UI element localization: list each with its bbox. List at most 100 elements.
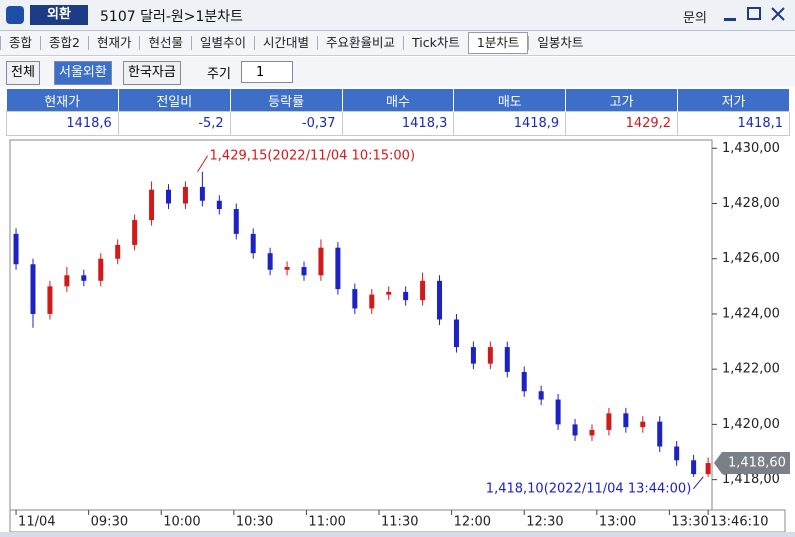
title-bar: 외환 5107 달러-원>1분차트 문의	[0, 0, 795, 31]
tab[interactable]: Tick차트	[403, 36, 468, 50]
tab[interactable]: 1분차트	[467, 32, 529, 54]
table-header: 고가	[565, 89, 679, 112]
y-tick-label: 1,428,00	[722, 196, 780, 211]
table-header: 저가	[677, 89, 790, 112]
y-tick-label: 1,420,00	[722, 417, 780, 432]
x-tick-label: 11:00	[308, 515, 345, 530]
x-tick-label: 11:30	[381, 515, 418, 530]
period-label: 주기	[207, 67, 231, 82]
y-tick-label: 1,422,00	[722, 362, 780, 377]
candle-body	[98, 258, 104, 281]
scrollbar	[0, 532, 795, 537]
candle-body	[369, 294, 375, 309]
table-cell: 1418,1	[677, 111, 790, 136]
tab[interactable]: 현재가	[87, 36, 140, 50]
tab[interactable]: 일봉차트	[528, 36, 591, 50]
candle-body	[521, 371, 527, 392]
x-tick-label: 11/04	[18, 515, 55, 530]
filter-button[interactable]: 서울외환	[54, 61, 112, 85]
plot-frame	[9, 139, 713, 511]
candle-body	[115, 244, 121, 259]
candle-body	[386, 291, 392, 295]
candle-body	[318, 247, 324, 276]
annotation-arrow	[197, 155, 208, 173]
x-tick-label: 12:00	[454, 515, 491, 530]
y-tick-label: 1,418,00	[722, 472, 780, 487]
candle-body	[47, 286, 53, 314]
x-tick-label: 13:46:10	[710, 515, 768, 530]
annotation-arrow	[692, 476, 704, 490]
table-header: 매도	[453, 89, 567, 112]
candle-body	[335, 247, 341, 290]
candle-body	[81, 275, 87, 281]
candle-body	[30, 264, 36, 314]
candle-body	[250, 233, 256, 254]
tab[interactable]: 주요환율비교	[317, 36, 403, 50]
window-title: 5107 달러-원>1분차트	[100, 9, 244, 25]
table-header: 전일비	[118, 89, 231, 112]
table-header: 현재가	[6, 89, 119, 112]
tab[interactable]: 시간대별	[254, 36, 317, 50]
app-logo	[6, 6, 24, 24]
candle-body	[589, 429, 595, 436]
x-tick-label: 10:30	[236, 515, 273, 530]
candle-body	[606, 413, 612, 430]
candle-body	[487, 347, 493, 364]
x-tick-label: 10:00	[163, 515, 200, 530]
table-header: 매수	[342, 89, 455, 112]
tab[interactable]: 일별추이	[191, 36, 254, 50]
table-header: 등락률	[230, 89, 343, 112]
inquiry-menu[interactable]: 문의	[683, 11, 707, 26]
x-tick-label: 13:30	[671, 515, 708, 530]
candle-body	[267, 253, 273, 270]
tab[interactable]: 종합	[0, 36, 40, 50]
candle-body	[64, 275, 70, 287]
candle-body	[470, 347, 476, 364]
candle-body	[13, 233, 19, 265]
candle-body	[504, 347, 510, 372]
candle-body	[182, 186, 188, 204]
x-tick-label: 12:30	[526, 515, 563, 530]
filter-button[interactable]: 전체	[6, 61, 40, 85]
candle-body	[437, 280, 443, 320]
toolbar: 전체 서울외환 한국자금 주기 1	[0, 57, 795, 87]
table-cell: -0,37	[229, 111, 343, 136]
y-tick-label: 1,424,00	[722, 306, 780, 321]
candle-body	[657, 421, 663, 447]
candle-body	[199, 186, 205, 201]
candle-body	[233, 209, 239, 234]
annotation: 1,418,10(2022/11/04 13:44:00)	[486, 481, 691, 496]
candle-body	[420, 280, 426, 301]
table-cell: 1429,2	[565, 111, 679, 136]
tab[interactable]: 현선물	[139, 36, 191, 50]
candle-body	[623, 413, 629, 428]
annotation: 1,429,15(2022/11/04 10:15:00)	[210, 148, 415, 163]
candle-body	[403, 291, 409, 301]
candle-body	[572, 424, 578, 436]
candle-body	[705, 463, 711, 475]
tab-bar: 종합 종합2 현재가 현선물 일별추이 시간대별 주요환율비교 Tick차트 1분차트 일봉차트	[0, 31, 795, 56]
candle-body	[284, 267, 290, 270]
table-cell: 1418,6	[6, 111, 119, 136]
candle-body	[640, 421, 646, 428]
candle-body	[132, 220, 138, 245]
last-price-marker	[714, 452, 790, 475]
y-tick-label: 1,430,00	[722, 141, 780, 156]
candle-body	[216, 200, 222, 210]
table-cell: -5,2	[117, 111, 231, 136]
period-input[interactable]: 1	[241, 61, 293, 83]
tab[interactable]: 종합2	[40, 36, 88, 50]
chart: 1,418,00 1,420,00 1,422,00 1,424,00 1,426,00…	[0, 139, 795, 537]
window-tab[interactable]: 외환	[30, 5, 88, 25]
window-controls[interactable]	[720, 5, 790, 25]
candle-body	[149, 189, 155, 221]
x-tick-label: 09:30	[91, 515, 128, 530]
candle-body	[301, 267, 307, 276]
candle-body	[691, 460, 697, 475]
quote-table: 현재가 전일비 등락률 매수 매도 고가 저가 1418,6 -5,2 -0,37 1418,3 14…	[6, 89, 790, 136]
filter-button[interactable]: 한국자금	[123, 61, 181, 85]
candle-body	[674, 446, 680, 461]
table-cell: 1418,3	[341, 111, 455, 136]
y-tick-label: 1,426,00	[722, 251, 780, 266]
